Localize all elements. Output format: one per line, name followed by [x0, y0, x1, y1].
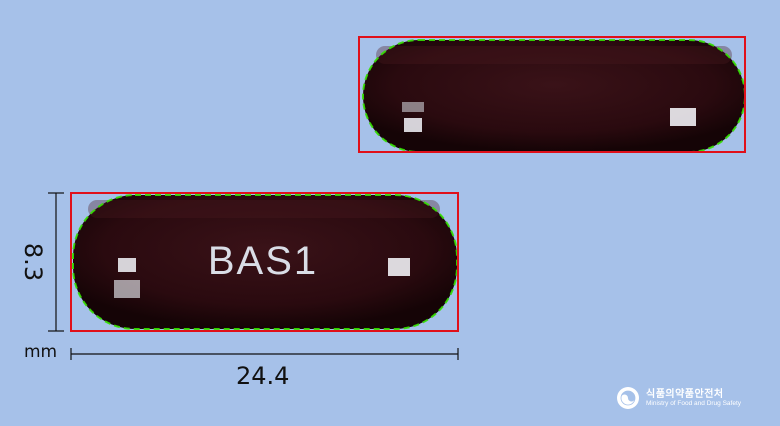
width-dimension-line: [70, 348, 459, 360]
mfds-logo: 식품의약품안전처 Ministry of Food and Drug Safet…: [616, 386, 741, 410]
unit-label: mm: [24, 342, 58, 362]
bounding-box-front: [70, 192, 459, 332]
width-label: 24.4: [236, 362, 290, 390]
logo-name-korean: 식품의약품안전처: [646, 388, 724, 400]
capsule-back: [358, 36, 746, 153]
height-label: 8.3: [19, 242, 48, 282]
logo-name-english: Ministry of Food and Drug Safety: [646, 400, 742, 408]
bounding-box-back: [358, 36, 746, 153]
taegeuk-emblem-icon: [617, 387, 639, 409]
capsule-front: BAS1: [70, 192, 459, 332]
pill-imprint: BAS1: [208, 239, 318, 283]
height-dimension-line: [48, 192, 64, 332]
